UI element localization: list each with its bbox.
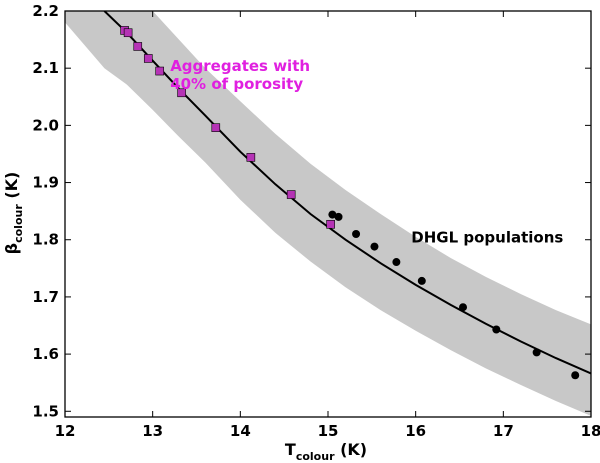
x-tick-label: 17 xyxy=(493,422,514,440)
axis-ticks xyxy=(64,10,592,417)
data-point-aggregates xyxy=(155,66,164,76)
data-point-dhgl xyxy=(417,276,426,285)
data-point-dhgl xyxy=(532,348,541,357)
x-tick-label: 13 xyxy=(142,422,163,440)
annotation-aggregates-line-1: Aggregates with xyxy=(170,57,310,75)
y-tick-label: 1.7 xyxy=(32,288,59,306)
data-point-aggregates xyxy=(123,28,133,38)
data-point-dhgl xyxy=(492,325,501,334)
x-tick-label: 15 xyxy=(318,422,339,440)
y-tick-label: 2.1 xyxy=(32,59,59,77)
y-axis-label-main: β xyxy=(2,243,21,254)
annotation-dhgl: DHGL populations xyxy=(411,229,563,247)
y-axis-label: βcolour (K) xyxy=(2,172,25,255)
data-point-aggregates xyxy=(326,219,335,229)
y-tick-label: 1.6 xyxy=(32,345,59,363)
data-point-dhgl xyxy=(334,212,343,221)
y-tick-label: 2.2 xyxy=(32,2,59,20)
data-point-dhgl xyxy=(352,230,361,239)
uncertainty-band xyxy=(65,11,591,416)
tick-labels: 12 13 14 15 16 17 18 1.5 1.6 1.7 1.8 1.9 2.0 2.1 2.2 xyxy=(32,2,600,440)
x-axis-label-main: T xyxy=(285,440,296,459)
data-point-aggregates xyxy=(143,54,153,63)
data-point-dhgl xyxy=(459,303,468,312)
data-point-aggregates xyxy=(133,42,143,51)
annotation-aggregates-line-2: 40% of porosity xyxy=(170,75,303,93)
y-axis-label-unit: (K) xyxy=(2,172,21,205)
data-points xyxy=(120,26,580,380)
y-tick-label: 1.9 xyxy=(32,174,59,192)
y-tick-label: 1.5 xyxy=(32,402,59,420)
data-point-dhgl xyxy=(328,210,337,219)
data-point-aggregates xyxy=(177,88,186,98)
data-point-aggregates xyxy=(246,153,256,162)
y-axis-label-sub: colour xyxy=(12,204,25,243)
annotation-dhgl-line-1: DHGL populations xyxy=(411,229,563,247)
y-tick-label: 1.8 xyxy=(32,231,59,249)
x-tick-label: 12 xyxy=(55,422,76,440)
data-point-aggregates xyxy=(211,123,221,132)
data-point-dhgl xyxy=(571,371,580,380)
data-point-aggregates xyxy=(286,190,296,199)
x-axis-label-unit: (K) xyxy=(335,440,368,459)
data-point-dhgl xyxy=(392,258,401,267)
y-tick-label: 2.0 xyxy=(32,116,59,134)
x-tick-label: 14 xyxy=(230,422,251,440)
x-tick-label: 16 xyxy=(405,422,426,440)
x-axis-label: Tcolour (K) xyxy=(285,440,367,463)
plot-area xyxy=(65,11,591,416)
x-tick-label: 18 xyxy=(581,422,600,440)
annotation-aggregates: Aggregates with 40% of porosity xyxy=(170,57,315,93)
data-point-dhgl xyxy=(370,242,379,251)
x-axis-label-sub: colour xyxy=(296,450,335,463)
